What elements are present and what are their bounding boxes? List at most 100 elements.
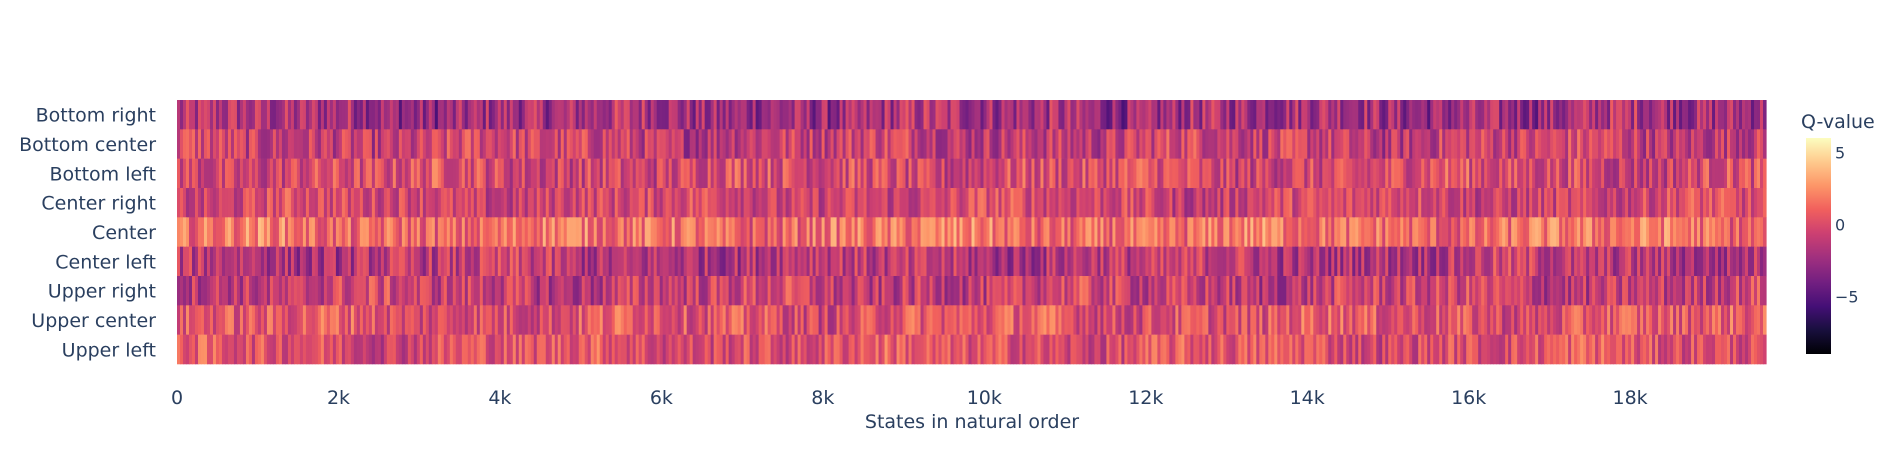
heatmap-cell xyxy=(1073,100,1078,130)
heatmap-cell xyxy=(923,188,928,218)
heatmap-cell xyxy=(188,276,193,306)
heatmap-cell xyxy=(1088,217,1093,247)
heatmap-cell xyxy=(1721,334,1725,365)
heatmap-cell xyxy=(257,158,262,189)
heatmap-cell xyxy=(296,188,301,218)
heatmap-cell xyxy=(881,217,886,247)
heatmap-cell xyxy=(1160,276,1164,306)
heatmap-cell xyxy=(875,305,880,335)
heatmap-cell xyxy=(866,188,871,218)
heatmap-cell xyxy=(1757,188,1761,218)
heatmap-cell xyxy=(183,305,187,335)
heatmap-cell xyxy=(1601,246,1605,277)
heatmap-cell xyxy=(1616,217,1620,247)
heatmap-cell xyxy=(296,276,301,306)
heatmap-cell xyxy=(1037,305,1042,335)
heatmap-cell xyxy=(998,158,1003,189)
heatmap-cell xyxy=(344,100,349,130)
heatmap-cell xyxy=(560,100,565,130)
heatmap-cell xyxy=(1214,158,1218,189)
heatmap-cell xyxy=(539,276,544,306)
heatmap-cell xyxy=(1286,217,1290,247)
heatmap-cell xyxy=(1076,100,1081,130)
heatmap-cell xyxy=(1430,276,1434,306)
heatmap-cell xyxy=(1556,188,1560,218)
heatmap-cell xyxy=(1214,100,1218,130)
heatmap-cell xyxy=(299,305,304,335)
heatmap-cell xyxy=(1073,276,1078,306)
heatmap-cell xyxy=(1235,188,1239,218)
heatmap-cell xyxy=(1268,276,1272,306)
heatmap-cell xyxy=(1265,188,1269,218)
heatmap-cell xyxy=(752,129,757,159)
heatmap-cell xyxy=(1307,217,1311,247)
heatmap-cell xyxy=(1361,100,1365,130)
heatmap-cell xyxy=(950,158,955,189)
heatmap-cell xyxy=(461,158,466,189)
heatmap-cell xyxy=(485,100,490,130)
heatmap-cell xyxy=(767,100,772,130)
heatmap-cell xyxy=(1388,246,1392,277)
heatmap-cell xyxy=(290,188,295,218)
heatmap-cell xyxy=(512,305,517,335)
heatmap-cell xyxy=(1304,158,1308,189)
heatmap-cell xyxy=(569,246,574,277)
heatmap-cell xyxy=(1169,100,1173,130)
heatmap-cell xyxy=(1169,188,1173,218)
heatmap-cell xyxy=(431,100,436,130)
heatmap-cell xyxy=(1481,305,1485,335)
heatmap-cell xyxy=(254,334,259,365)
heatmap-cell xyxy=(926,217,931,247)
heatmap-cell xyxy=(1136,246,1140,277)
heatmap-cell xyxy=(1679,188,1683,218)
heatmap-cell xyxy=(338,305,343,335)
heatmap-cell xyxy=(1184,305,1188,335)
heatmap-cell xyxy=(632,100,637,130)
heatmap-cell xyxy=(518,334,523,365)
heatmap-cell xyxy=(1754,217,1758,247)
heatmap-cell xyxy=(1487,100,1491,130)
heatmap-cell xyxy=(617,246,622,277)
heatmap-cell xyxy=(203,158,208,189)
heatmap-cell xyxy=(1580,305,1584,335)
heatmap-cell xyxy=(788,334,793,365)
heatmap-cell xyxy=(185,246,190,277)
heatmap-cell xyxy=(770,129,775,159)
heatmap-cell xyxy=(1481,100,1485,130)
heatmap-cell xyxy=(245,305,250,335)
heatmap-cell xyxy=(890,334,895,365)
heatmap-cell xyxy=(1550,217,1554,247)
heatmap-cell xyxy=(1535,188,1539,218)
heatmap-cell xyxy=(419,100,424,130)
heatmap-cell xyxy=(986,276,991,306)
heatmap-cell xyxy=(1430,188,1434,218)
heatmap-cell xyxy=(1334,188,1338,218)
heatmap-cell xyxy=(1352,217,1356,247)
heatmap-cell xyxy=(1337,129,1341,159)
heatmap-cell xyxy=(1211,158,1215,189)
heatmap-cell xyxy=(590,276,595,306)
heatmap-cell xyxy=(917,276,922,306)
heatmap-cell xyxy=(1013,246,1018,277)
heatmap-cell xyxy=(470,334,475,365)
heatmap-cell xyxy=(548,100,553,130)
heatmap-cell xyxy=(191,217,196,247)
heatmap-cell xyxy=(227,334,232,365)
heatmap-cell xyxy=(983,246,988,277)
heatmap-cell xyxy=(1715,217,1719,247)
heatmap-cell xyxy=(731,305,736,335)
heatmap-cell xyxy=(818,100,823,130)
heatmap-cell xyxy=(662,188,667,218)
heatmap-cell xyxy=(974,334,979,365)
heatmap-cell xyxy=(467,129,472,159)
heatmap-cell xyxy=(1154,129,1158,159)
heatmap-cell xyxy=(1418,217,1422,247)
heatmap-cell xyxy=(272,188,277,218)
heatmap-cell xyxy=(878,158,883,189)
heatmap-cell xyxy=(869,188,874,218)
heatmap-cell xyxy=(293,217,298,247)
heatmap-cell xyxy=(1196,188,1200,218)
heatmap-cell xyxy=(794,100,799,130)
heatmap-cell xyxy=(344,305,349,335)
heatmap-cell xyxy=(1607,129,1611,159)
